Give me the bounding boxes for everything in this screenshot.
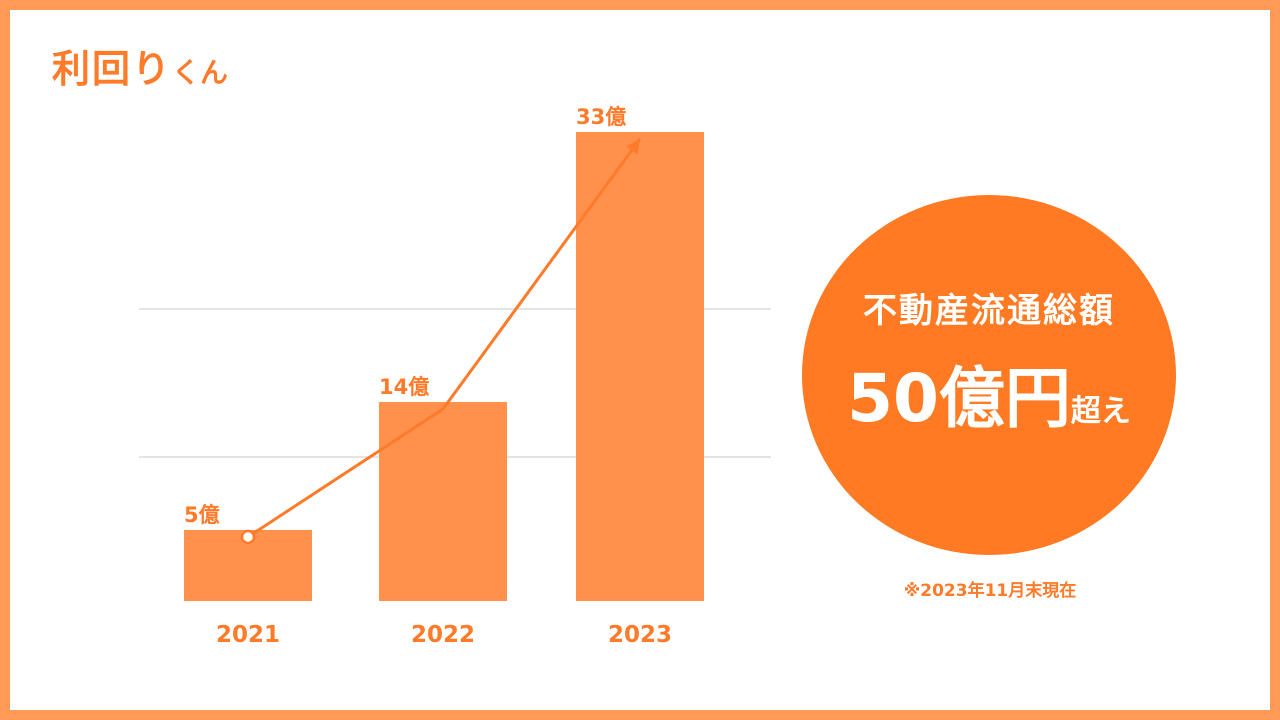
x-tick-2023: 2023: [608, 622, 672, 648]
data-label-2023: 33億: [576, 105, 626, 129]
highlight-value: 50億円超え: [802, 345, 1176, 441]
footnote: ※2023年11月末現在: [903, 581, 1077, 601]
logo-suffix-text: くん: [172, 56, 229, 89]
highlight-circle: 不動産流通総額 50億円超え: [802, 195, 1176, 555]
bar-chart: 5億 2021 14億 2022 33億 2023: [139, 105, 771, 648]
logo-main-text: 利回り: [52, 47, 173, 91]
trend-line: [247, 138, 642, 539]
highlight-suffix: 超え: [1070, 394, 1131, 429]
trend-arrowhead: [626, 139, 640, 155]
brand-logo: 利回りくん: [52, 38, 228, 93]
highlight-heading: 不動産流通総額: [863, 291, 1115, 331]
highlight-amount: 50億円: [847, 360, 1071, 437]
bar-2022: [379, 402, 507, 601]
data-label-2021: 5億: [184, 503, 220, 527]
x-tick-2021: 2021: [216, 622, 280, 648]
bar-2023: [576, 132, 704, 601]
data-label-2022: 14億: [379, 375, 429, 399]
trend-start-point: [240, 529, 256, 545]
x-tick-2022: 2022: [411, 622, 475, 648]
